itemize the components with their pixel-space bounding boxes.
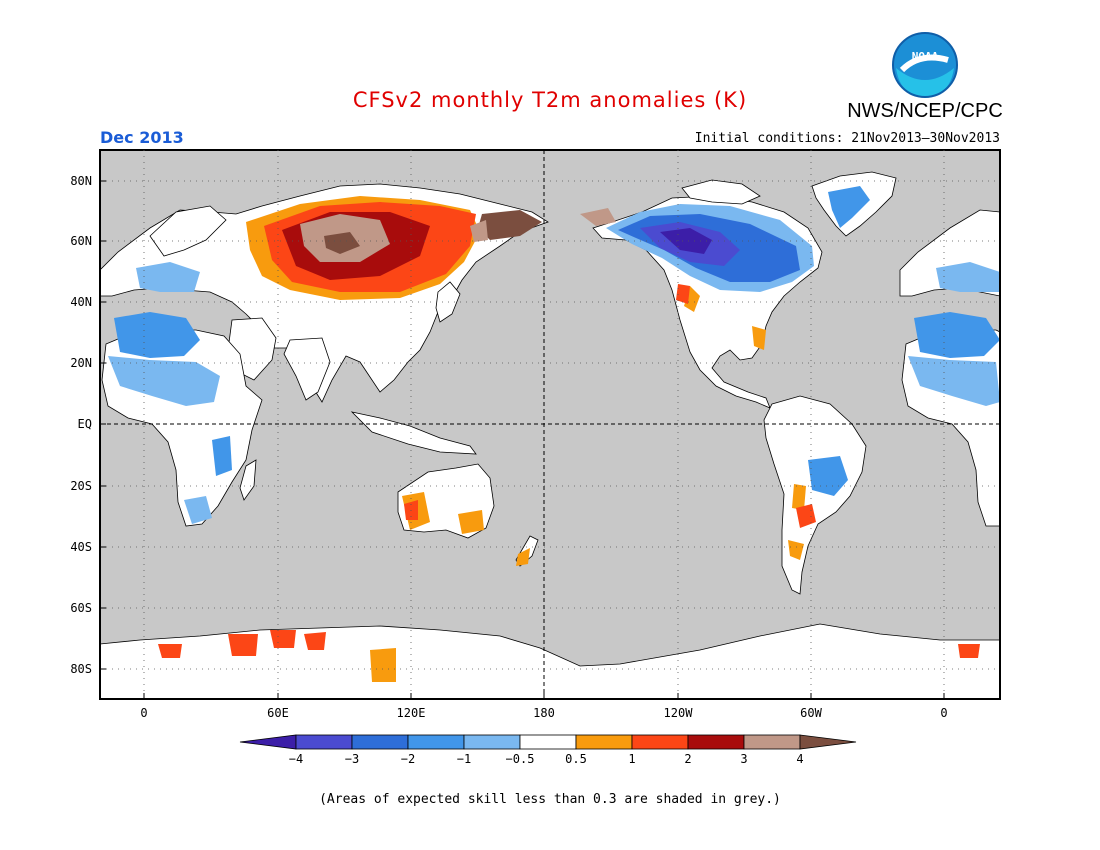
legend-box xyxy=(631,734,689,750)
land-india xyxy=(283,337,331,401)
legend-box xyxy=(519,734,577,750)
anomaly-antarctica-5 xyxy=(370,648,396,682)
legend-arrow-left xyxy=(239,734,297,750)
legend-label: −0.5 xyxy=(506,752,535,766)
noaa-logo-text: NOAA xyxy=(912,50,939,63)
anomaly-florida-orange xyxy=(752,326,766,350)
lat-label: 40S xyxy=(70,540,92,554)
color-legend: −4 −3 −2 −1 −0.5 0.5 1 2 3 4 xyxy=(239,734,857,766)
anomaly-canada-purple xyxy=(660,228,712,254)
anomaly-europe-wrap-blue xyxy=(936,262,1000,292)
anomaly-siberia-brown xyxy=(324,232,360,254)
lon-label: 120E xyxy=(397,706,426,720)
skill-footnote: (Areas of expected skill less than 0.3 a… xyxy=(319,792,781,807)
lat-label: 80N xyxy=(70,174,92,188)
map-title: CFSv2 monthly T2m anomalies (K) xyxy=(352,88,748,112)
legend-label: −1 xyxy=(457,752,471,766)
legend-box xyxy=(407,734,465,750)
land-scandinavia xyxy=(149,205,227,257)
lon-label: 0 xyxy=(140,706,147,720)
legend-label: 4 xyxy=(796,752,803,766)
agency-label: NWS/NCEP/CPC xyxy=(847,100,1003,122)
anomaly-nz-orange xyxy=(516,548,530,566)
legend-box xyxy=(743,734,801,750)
anomaly-east-siberia-brown xyxy=(478,210,542,240)
land-antarctica xyxy=(100,623,1000,699)
graticule xyxy=(100,150,1000,699)
lat-label: EQ xyxy=(78,417,92,431)
land-arctic-islands xyxy=(681,179,761,205)
legend-box xyxy=(295,734,353,750)
legend-label: 3 xyxy=(740,752,747,766)
lat-label: 80S xyxy=(70,662,92,676)
longitude-labels: 0 60E 120E 180 120W 60W 0 xyxy=(140,693,948,720)
lon-label: 60E xyxy=(267,706,289,720)
legend-arrow-right xyxy=(799,734,857,750)
anomaly-patagonia-orange xyxy=(788,540,804,560)
legend-label: −3 xyxy=(345,752,359,766)
legend-label: −4 xyxy=(289,752,303,766)
anomaly-sahara-light xyxy=(108,356,220,406)
anomaly-east-siberia-tan xyxy=(470,220,488,242)
anomaly-south-africa-blue xyxy=(184,496,212,524)
legend-label: 2 xyxy=(684,752,691,766)
legend-box xyxy=(351,734,409,750)
anomaly-antarctica-2 xyxy=(228,634,258,656)
anomaly-sahara-wrap-blue xyxy=(914,312,1000,358)
anomaly-argentina-orange xyxy=(792,484,806,510)
legend-label: 1 xyxy=(628,752,635,766)
noaa-logo: NOAA xyxy=(892,32,958,98)
anomaly-sahara-blue xyxy=(114,312,200,358)
lon-label: 180 xyxy=(533,706,555,720)
anomaly-sahara-wrap-light xyxy=(908,356,1000,406)
anomaly-east-africa-blue xyxy=(212,436,232,476)
anomaly-australia-east-orange xyxy=(458,510,484,534)
anomaly-us-orange xyxy=(684,286,700,312)
anomaly-alaska-tan xyxy=(580,208,616,226)
latitude-labels: 80N 60N 40N 20N EQ 20S 40S 60S 80S xyxy=(70,174,106,676)
lon-label: 120W xyxy=(664,706,694,720)
legend-label: 0.5 xyxy=(565,752,587,766)
anomaly-europe-blue xyxy=(136,262,200,292)
legend-label: −2 xyxy=(401,752,415,766)
initial-conditions: Initial conditions: 21Nov2013–30Nov2013 xyxy=(694,131,1000,146)
anomaly-antarctica-6 xyxy=(958,644,980,658)
anomaly-antarctica-1 xyxy=(158,644,182,658)
lon-label: 60W xyxy=(800,706,822,720)
anomaly-antarctica-4 xyxy=(304,632,326,650)
lat-label: 60N xyxy=(70,234,92,248)
lat-label: 40N xyxy=(70,295,92,309)
anomaly-antarctica-3 xyxy=(270,630,296,648)
legend-box xyxy=(575,734,633,750)
lat-label: 20N xyxy=(70,356,92,370)
anomaly-us-red xyxy=(676,284,690,304)
lat-label: 20S xyxy=(70,479,92,493)
land-madagascar xyxy=(239,459,257,501)
lon-label: 0 xyxy=(940,706,947,720)
legend-box xyxy=(463,734,521,750)
land-indonesia xyxy=(350,411,477,455)
legend-box xyxy=(687,734,745,750)
anomaly-greenland-blue xyxy=(828,186,870,228)
month-label: Dec 2013 xyxy=(100,128,184,147)
lat-label: 60S xyxy=(70,601,92,615)
